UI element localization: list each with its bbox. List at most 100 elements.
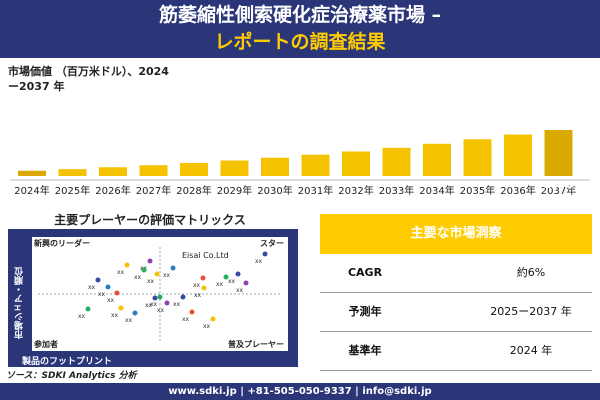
player-dot: [157, 294, 163, 300]
player-label: xx: [107, 297, 115, 304]
player-dot: [124, 262, 130, 268]
insight-value: 約6%: [516, 266, 546, 279]
player-label: xx: [134, 274, 142, 281]
player-dot: [170, 265, 176, 271]
x-tick-label: 2036年: [500, 184, 535, 197]
bar-2034年: [423, 143, 451, 176]
bar-data-label: 800: [21, 158, 44, 171]
player-dot: [164, 300, 170, 306]
market-insights-panel: 主要な市場洞察 CAGR 約6% 予測年 2025ー2037 年 基準年 202…: [320, 214, 592, 371]
quadrant-label-stars: スター: [260, 239, 284, 248]
player-label: xx: [182, 316, 190, 323]
x-tick-label: 2034年: [419, 184, 454, 197]
player-label: xx: [203, 323, 211, 330]
player-label: xx: [255, 258, 263, 265]
matrix-y-axis-label: 市場シェア・順位: [15, 267, 25, 339]
player-dot: [95, 277, 101, 283]
player-label: xx: [117, 269, 125, 276]
insight-key: 予測年: [348, 305, 382, 318]
player-label: xx: [125, 317, 133, 324]
player-dot: [118, 305, 124, 311]
bar-2033年: [382, 147, 411, 176]
player-dot: [200, 275, 206, 281]
x-tick-label: 2026年: [95, 184, 130, 197]
player-dot: [114, 290, 120, 296]
x-tick-label: 2028年: [176, 184, 211, 197]
x-tick-label: 2027年: [136, 184, 171, 197]
bar-2028年: [180, 162, 208, 176]
x-tick-label: 2024年: [14, 184, 49, 197]
player-dot: [154, 271, 160, 277]
insight-row: CAGR 約6%: [320, 254, 592, 293]
bar-2027年: [139, 165, 168, 176]
bar-2036年: [504, 134, 532, 176]
player-label: xx: [78, 313, 86, 320]
x-tick-label: 2033年: [379, 184, 414, 197]
source-note: ソース：SDKI Analytics 分析: [6, 371, 137, 381]
bar-2024年: [18, 170, 46, 176]
matrix-title: 主要プレーヤーの評価マトリックス: [54, 213, 246, 227]
bar-2030年: [261, 157, 289, 176]
x-tick-label: 2031年: [298, 184, 333, 197]
player-label: xx: [157, 307, 165, 314]
player-dot: [152, 295, 158, 301]
bar-data-label: 1300: [543, 178, 574, 191]
player-label: xx: [173, 301, 181, 308]
player-dot: [201, 285, 207, 291]
matrix-x-axis-label: 製品のフットプリント: [22, 357, 113, 367]
x-tick-label: 2029年: [217, 184, 252, 197]
player-dot: [189, 309, 195, 315]
player-label: xx: [193, 282, 201, 289]
featured-company-label: Eisai Co.Ltd: [182, 251, 229, 260]
player-dot: [147, 258, 153, 264]
insight-key: CAGR: [347, 266, 383, 279]
player-label: xx: [150, 301, 158, 308]
player-dot: [132, 310, 138, 316]
bar-chart: 2024年 800 2025年 2026年 2027年 2028年 2029年 2030年 20…: [10, 130, 590, 197]
player-label: xx: [163, 272, 171, 279]
insight-value: 2025ー2037 年: [490, 305, 572, 318]
bar-2032年: [342, 151, 370, 176]
player-dot: [210, 316, 216, 322]
player-dot: [243, 280, 249, 286]
page-subtitle: レポートの調査結果: [214, 31, 386, 53]
quadrant-label-emerging-leaders: 新興のリーダー: [34, 239, 90, 248]
bar-2031年: [301, 154, 330, 176]
player-dot: [223, 274, 229, 280]
footer-contact: www.sdki.jp | +81-505-050-9337 | info@sd…: [0, 383, 600, 400]
player-dot: [262, 251, 268, 257]
player-label: xx: [228, 278, 236, 285]
bar-2026年: [99, 167, 127, 176]
player-label: xx: [194, 292, 202, 299]
player-dot: [180, 294, 186, 300]
player-dot: [235, 271, 241, 277]
x-tick-label: 2030年: [257, 184, 292, 197]
bar-2029年: [220, 160, 249, 176]
x-tick-label: 2037年: [541, 184, 576, 197]
page-title: 筋萎縮性側索硬化症治療薬市場 –: [158, 4, 442, 26]
quadrant-label-pervasive-players: 普及プレーヤー: [228, 340, 284, 349]
bar-2037年: [544, 130, 573, 176]
player-label: xx: [147, 278, 155, 285]
evaluation-matrix: 市場シェア・順位 xx xx xx xx xx xx xx xx xx xx xx xx xx xx xx x…: [8, 229, 298, 367]
insight-value: 2024 年: [509, 344, 553, 357]
matrix-plot-area: xx xx xx xx xx xx xx xx xx xx xx xx xx xx xx xx xx xx xx xx…: [32, 237, 288, 351]
insight-row: 予測年 2025ー2037 年: [320, 293, 592, 332]
chart-title: 市場価値 （百万米ドル）、2024ー2037 年: [8, 65, 169, 93]
player-label: xx: [88, 284, 96, 291]
player-dot: [105, 284, 111, 290]
player-dot: [85, 306, 91, 312]
panel-header: 主要な市場洞察: [320, 214, 592, 254]
bar-2035年: [463, 139, 492, 176]
x-tick-label: 2025年: [55, 184, 90, 197]
x-tick-label: 2032年: [338, 184, 373, 197]
insight-key: 基準年: [348, 344, 382, 357]
quadrant-label-participants: 参加者: [34, 340, 58, 349]
insight-row: 基準年 2024 年: [320, 332, 592, 371]
player-label: xx: [145, 302, 153, 309]
bar-2025年: [58, 169, 87, 176]
player-label: xx: [98, 291, 106, 298]
player-label: xx: [236, 287, 244, 294]
player-label: xx: [216, 281, 224, 288]
